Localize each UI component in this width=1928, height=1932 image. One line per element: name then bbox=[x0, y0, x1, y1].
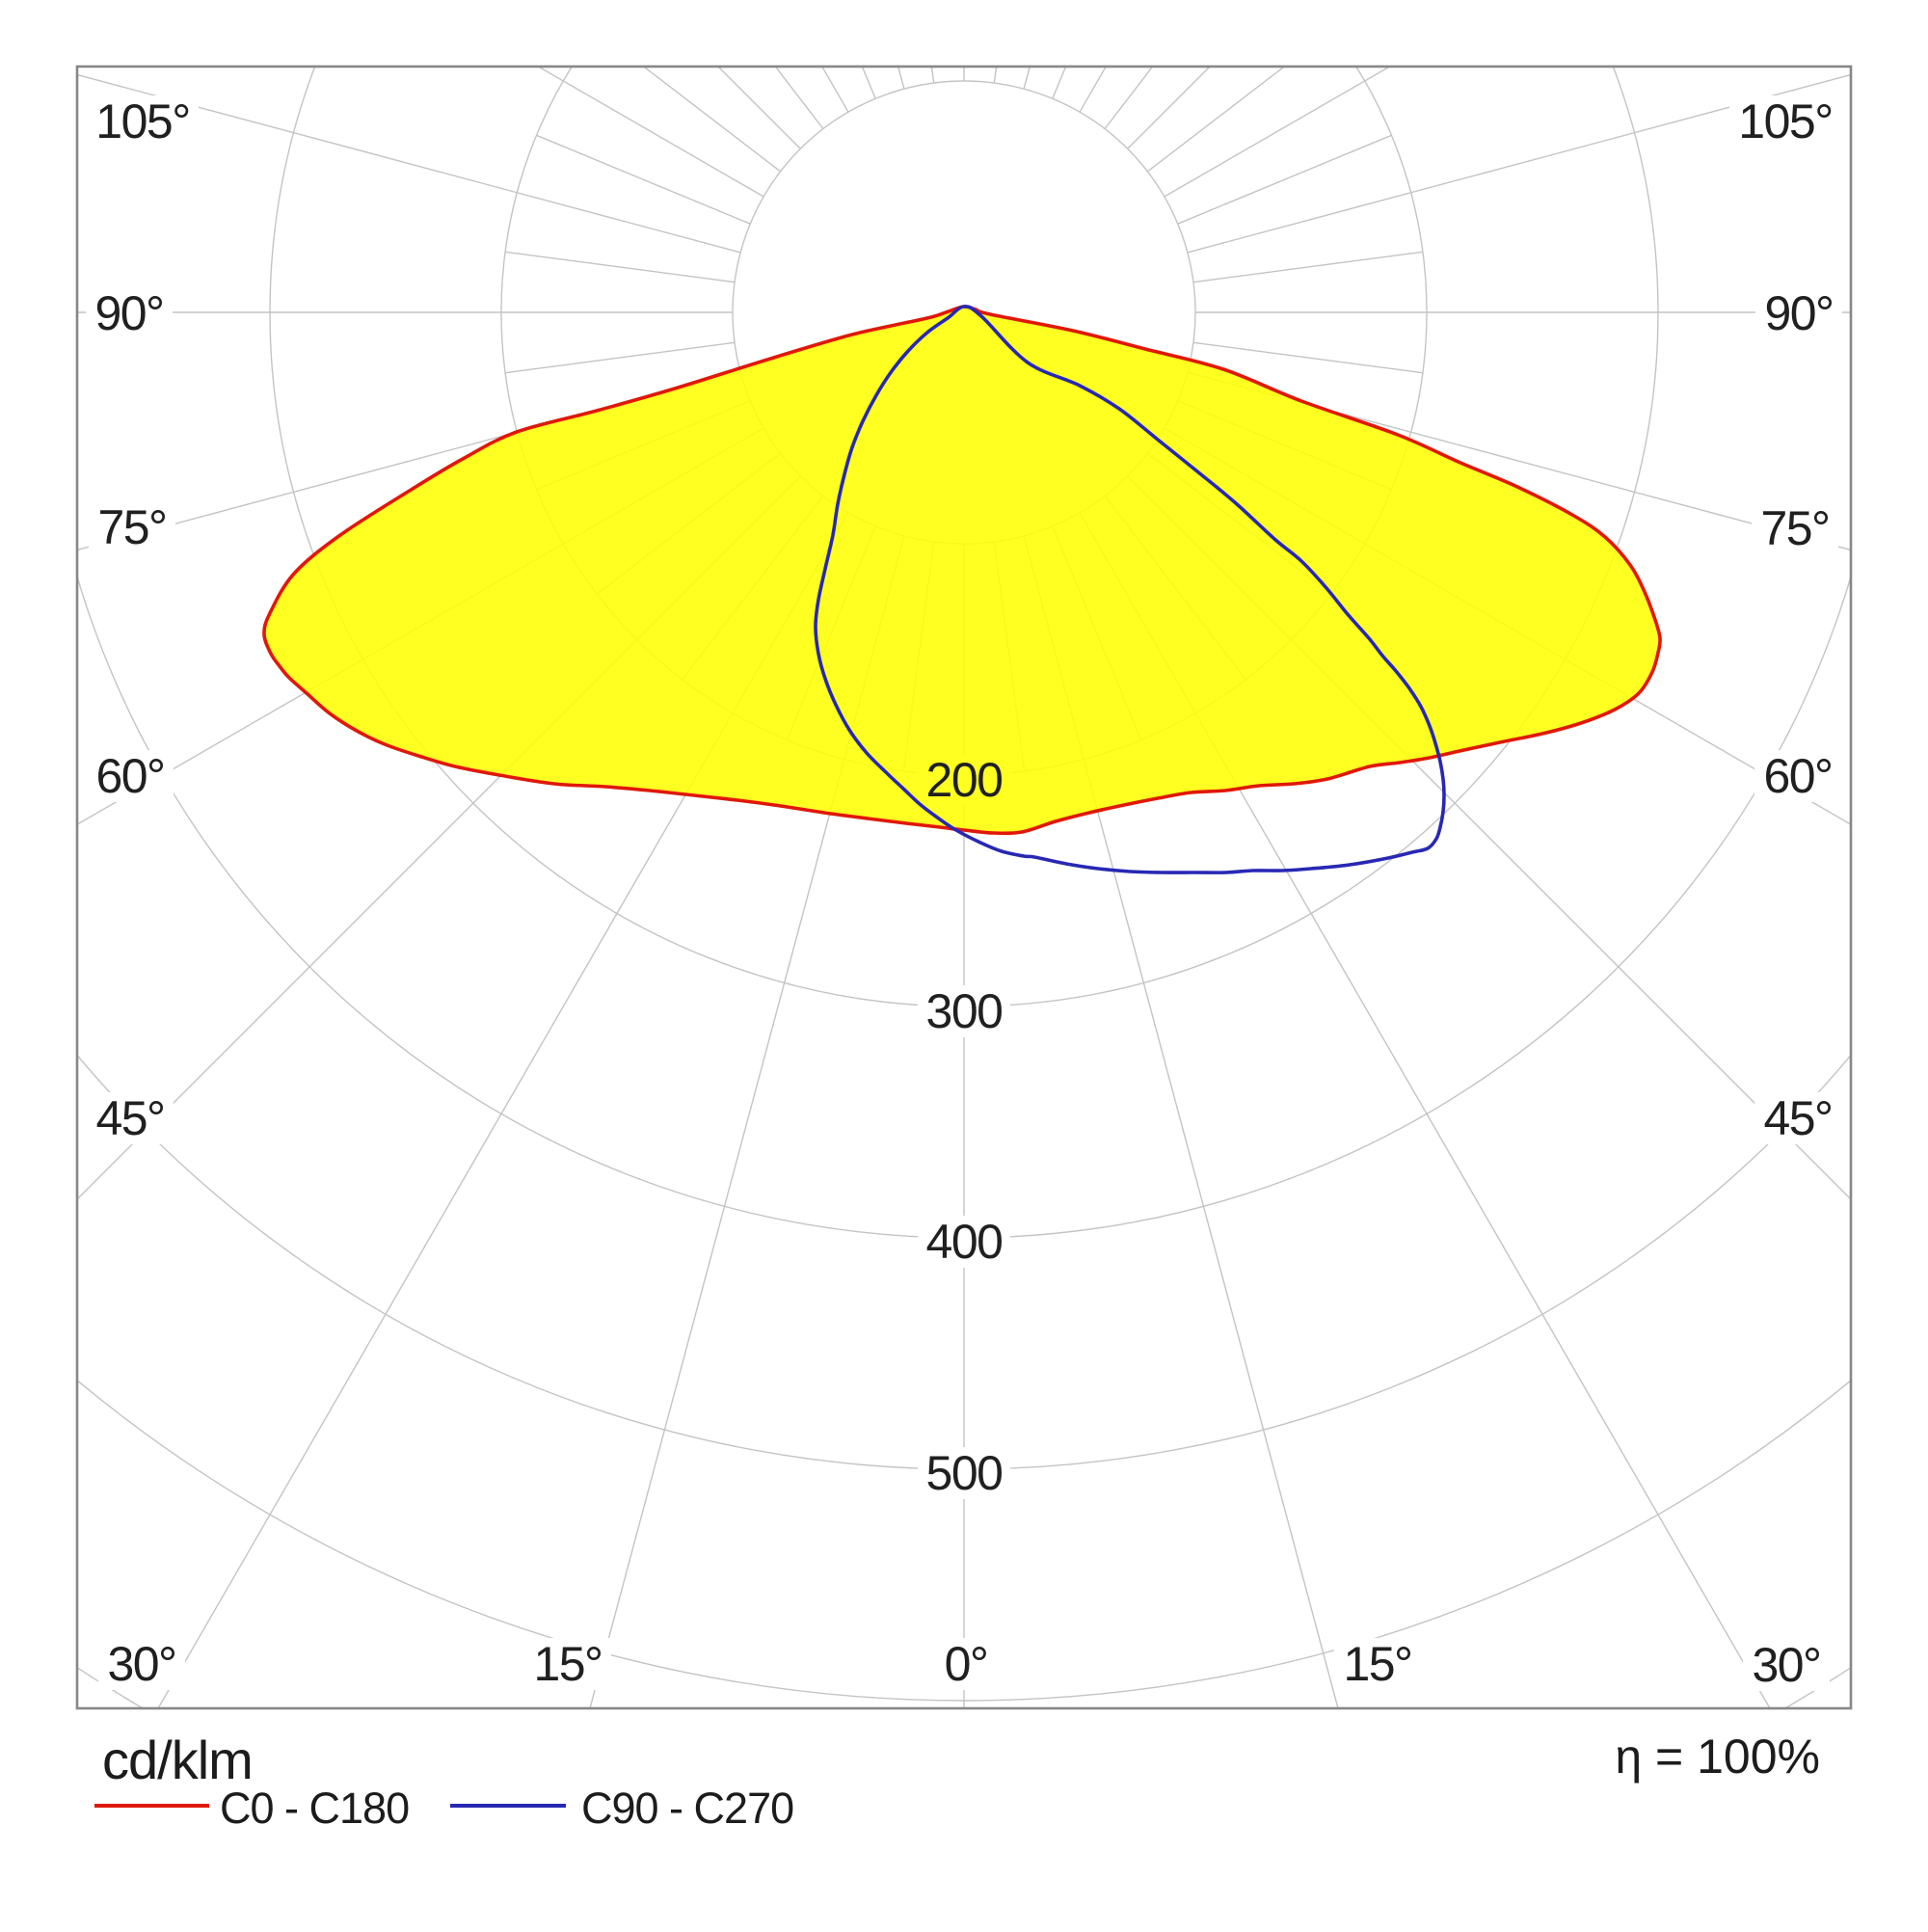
svg-text:75°: 75° bbox=[1760, 501, 1829, 555]
svg-text:105°: 105° bbox=[95, 94, 189, 148]
svg-text:15°: 15° bbox=[1343, 1637, 1411, 1691]
svg-text:90°: 90° bbox=[1764, 286, 1833, 340]
svg-text:60°: 60° bbox=[1763, 749, 1832, 803]
svg-text:15°: 15° bbox=[533, 1637, 602, 1691]
svg-text:45°: 45° bbox=[95, 1091, 164, 1145]
svg-text:0°: 0° bbox=[945, 1637, 988, 1691]
svg-text:cd/klm: cd/klm bbox=[102, 1730, 253, 1790]
svg-text:500: 500 bbox=[926, 1446, 1003, 1500]
svg-text:60°: 60° bbox=[95, 749, 164, 803]
svg-text:300: 300 bbox=[926, 984, 1003, 1038]
svg-text:30°: 30° bbox=[107, 1637, 175, 1691]
svg-text:η = 100%: η = 100% bbox=[1615, 1730, 1820, 1784]
svg-text:200: 200 bbox=[926, 753, 1003, 807]
svg-text:90°: 90° bbox=[94, 286, 163, 340]
svg-text:400: 400 bbox=[926, 1215, 1003, 1269]
svg-text:105°: 105° bbox=[1738, 94, 1832, 148]
svg-text:C90 - C270: C90 - C270 bbox=[581, 1784, 793, 1833]
svg-text:45°: 45° bbox=[1763, 1091, 1832, 1145]
svg-text:30°: 30° bbox=[1752, 1638, 1820, 1692]
svg-text:75°: 75° bbox=[97, 500, 166, 554]
svg-text:C0 - C180: C0 - C180 bbox=[220, 1784, 409, 1833]
